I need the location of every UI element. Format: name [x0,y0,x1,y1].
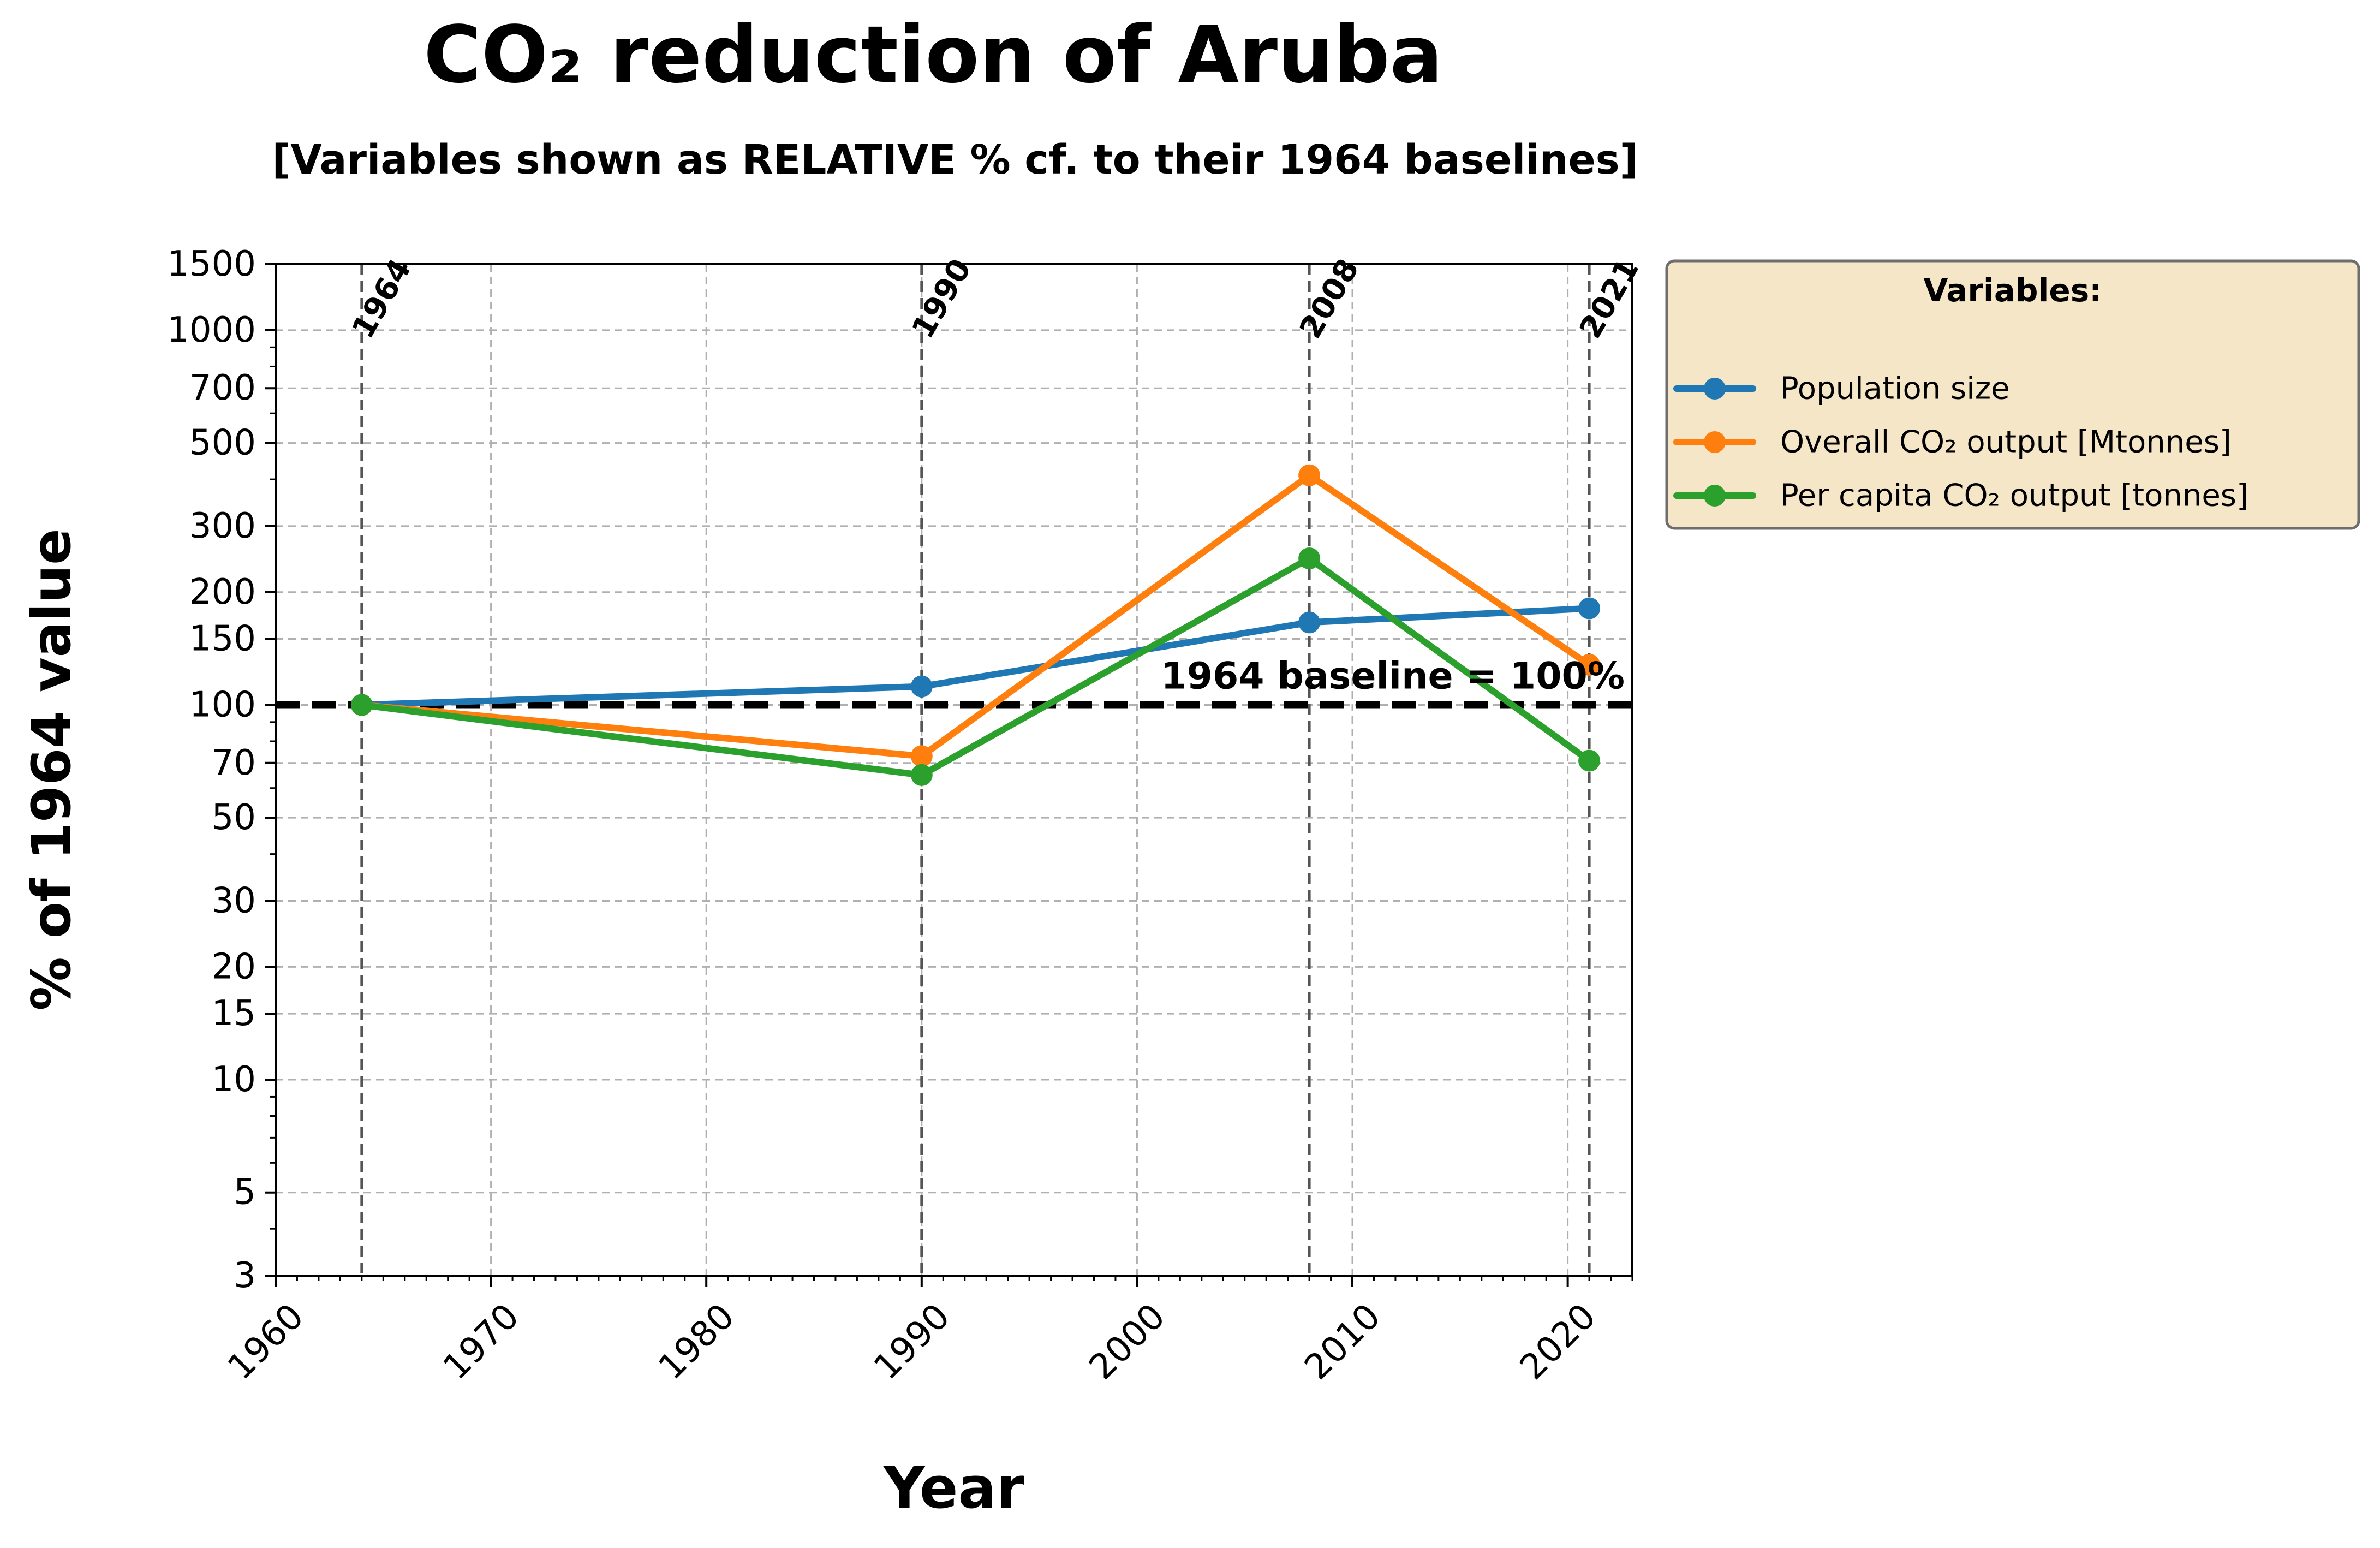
series-line [358,555,1593,778]
legend-swatch-marker [1704,431,1726,453]
plot-frame [275,263,1633,1277]
y-tick-label: 50 [212,797,256,838]
year-marker-label: 2021 [1573,253,1646,344]
y-tick-label: 300 [189,506,256,546]
y-tick-label: 3 [234,1255,256,1296]
x-tick-label: 2020 [1512,1296,1603,1388]
y-tick-label: 150 [189,619,256,659]
data-point [1578,749,1601,772]
data-point [1298,547,1321,570]
x-tick-label: 1970 [436,1296,527,1388]
y-axis-label: % of 1964 value [21,528,83,1010]
x-tick-label: 1960 [220,1296,312,1388]
data-point [350,694,373,716]
legend-label: Overall CO₂ output [Mtonnes] [1780,425,2232,460]
legend: Variables: Population size Overall CO₂ ou… [1665,259,2360,530]
chart-subtitle: [Variables shown as RELATIVE % cf. to th… [272,136,1638,183]
x-tick-label: 1990 [866,1296,957,1388]
series-line [358,472,1593,760]
y-tick-label: 5 [234,1172,256,1213]
data-point [1578,653,1601,676]
legend-box [1665,259,2360,530]
y-tick-label: 30 [212,880,256,921]
y-tick-label: 70 [212,743,256,783]
x-tick-label: 2010 [1297,1296,1388,1388]
y-tick-label: 10 [212,1059,256,1100]
y-tick-label: 1000 [167,310,256,350]
series-line [358,605,1593,708]
data-point [1578,597,1601,620]
legend-title: Variables: [1924,272,2102,309]
x-tick-label: 2000 [1082,1296,1173,1388]
chart-title: CO₂ reduction of Aruba [423,9,1443,100]
legend-items: Population size Overall CO₂ output [Mtonn… [1673,371,2248,514]
y-tick-label: 20 [212,946,256,987]
y-tick-label: 500 [189,423,256,463]
legend-label: Population size [1780,371,2010,407]
y-axis: 3 5 10 15 20 30 50 70 100 150 200 300 500 700 1000 1500 [167,244,276,1296]
data-point [910,745,933,767]
y-tick-label: 200 [189,572,256,612]
data-point [910,764,933,786]
y-tick-label: 1500 [167,244,256,284]
y-tick-label: 15 [212,993,256,1034]
data-point [910,675,933,698]
data-point [1298,464,1321,486]
y-tick-label: 100 [189,684,256,725]
series [350,464,1601,786]
y-tick-label: 700 [189,368,256,408]
legend-label: Per capita CO₂ output [tonnes] [1780,478,2248,514]
x-tick-label: 1980 [651,1296,742,1388]
x-axis-label: Year [882,1455,1024,1521]
grid [275,264,1632,1276]
legend-swatch-marker [1704,485,1726,507]
baseline-label: 1964 baseline = 100% [1161,654,1625,698]
x-axis: 1960 1970 1980 1990 2000 2010 2020 [220,1276,1633,1388]
data-point [1298,611,1321,634]
year-markers: 1964 1990 2008 2021 [345,253,1646,1276]
legend-swatch-marker [1704,378,1726,400]
